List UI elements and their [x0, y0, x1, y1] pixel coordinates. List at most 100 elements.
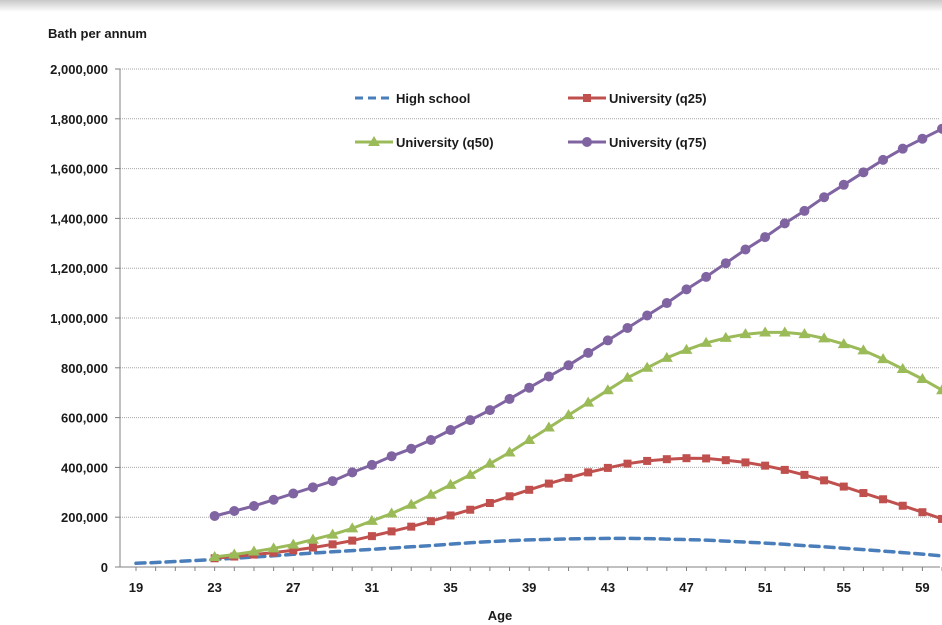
data-point-triangle: [798, 328, 811, 339]
y-tick-label: 1,400,000: [50, 211, 108, 226]
data-point-triangle: [326, 528, 339, 539]
data-point-circle: [819, 192, 830, 203]
data-point-triangle: [719, 331, 732, 342]
y-axis-ticks: 0 200,000 400,000 600,000 800,000 1,000,000 1,…: [50, 62, 120, 575]
data-point-square: [407, 522, 416, 531]
data-point-triangle: [464, 468, 477, 479]
x-tick-label: 39: [522, 580, 536, 595]
data-point-triangle: [621, 371, 634, 382]
data-point-triangle: [680, 343, 693, 354]
data-point-square: [918, 508, 927, 517]
data-point-square: [859, 489, 868, 498]
data-point-square: [603, 463, 612, 472]
series-university-q75: [209, 123, 942, 521]
data-point-circle: [524, 382, 535, 393]
legend: High school University (q25) University (q…: [355, 91, 707, 150]
data-point-triangle: [208, 551, 221, 562]
data-point-circle: [209, 510, 220, 521]
data-point-circle: [504, 393, 515, 404]
y-tick-label: 800,000: [61, 361, 108, 376]
data-point-square: [505, 492, 514, 501]
data-point-triangle: [759, 326, 772, 337]
x-axis-ticks: 19 23 27 31 35 39 43 47 51 55 59: [129, 567, 942, 595]
data-point-square: [780, 465, 789, 474]
y-tick-label: 1,000,000: [50, 311, 108, 326]
data-point-square: [466, 505, 475, 514]
x-tick-label: 43: [601, 580, 615, 595]
data-point-triangle: [346, 522, 359, 533]
data-point-square: [426, 517, 435, 526]
data-point-triangle: [503, 446, 516, 457]
data-point-circle: [760, 232, 771, 243]
data-point-circle: [347, 467, 358, 478]
data-point-circle: [799, 205, 810, 216]
data-point-circle: [642, 310, 653, 321]
data-point-circle: [661, 298, 672, 309]
data-point-circle: [583, 347, 594, 358]
data-point-triangle: [385, 507, 398, 518]
data-point-square: [879, 495, 888, 504]
data-point-square: [623, 459, 632, 468]
y-tick-label: 1,200,000: [50, 261, 108, 276]
data-point-triangle: [405, 498, 418, 509]
data-point-circle: [779, 218, 790, 229]
data-point-circle: [366, 459, 377, 470]
data-point-square: [289, 546, 298, 555]
data-point-circle: [406, 443, 417, 454]
data-point-triangle: [641, 361, 654, 372]
data-point-square: [348, 536, 357, 545]
data-point-triangle: [444, 478, 457, 489]
data-point-circle: [582, 137, 592, 147]
data-point-circle: [445, 425, 456, 436]
data-point-triangle: [601, 384, 614, 395]
data-point-square: [269, 548, 278, 557]
legend-label: University (q25): [609, 91, 707, 106]
data-point-triangle: [523, 434, 536, 445]
data-point-circle: [229, 505, 240, 516]
data-point-circle: [897, 143, 908, 154]
data-point-circle: [543, 371, 554, 382]
data-point-square: [898, 501, 907, 510]
data-point-square: [662, 455, 671, 464]
data-point-triangle: [818, 332, 831, 343]
data-point-square: [485, 499, 494, 508]
data-point-triangle: [542, 421, 555, 432]
data-point-triangle: [287, 538, 300, 549]
data-point-circle: [858, 167, 869, 178]
y-tick-label: 1,600,000: [50, 162, 108, 177]
legend-label: University (q75): [609, 135, 707, 150]
data-point-circle: [327, 476, 338, 487]
data-point-triangle: [896, 363, 909, 374]
plot-area: [134, 123, 942, 566]
legend-item: University (q50): [355, 135, 494, 150]
data-point-triangle: [483, 457, 496, 468]
x-tick-label: 59: [915, 580, 929, 595]
data-point-triangle: [778, 326, 791, 337]
data-point-triangle: [936, 384, 942, 395]
gridlines: [120, 68, 940, 518]
x-tick-label: 19: [129, 580, 143, 595]
y-tick-label: 200,000: [61, 510, 108, 525]
data-point-circle: [602, 335, 613, 346]
x-axis-title: Age: [488, 608, 513, 623]
data-point-circle: [740, 244, 751, 255]
y-tick-label: 400,000: [61, 460, 108, 475]
data-point-circle: [838, 179, 849, 190]
data-point-square: [761, 461, 770, 470]
x-tick-label: 27: [286, 580, 300, 595]
data-point-triangle: [562, 409, 575, 420]
data-point-square: [938, 514, 942, 523]
data-point-circle: [681, 284, 692, 295]
data-point-square: [446, 511, 455, 520]
data-point-square: [525, 485, 534, 494]
y-tick-label: 2,000,000: [50, 62, 108, 77]
y-tick-label: 600,000: [61, 411, 108, 426]
series-line: [213, 330, 942, 559]
data-point-square: [387, 527, 396, 536]
data-point-square: [367, 532, 376, 541]
data-point-square: [800, 470, 809, 479]
series-line: [213, 127, 942, 518]
data-point-triangle: [368, 136, 380, 146]
data-point-triangle: [247, 545, 260, 556]
